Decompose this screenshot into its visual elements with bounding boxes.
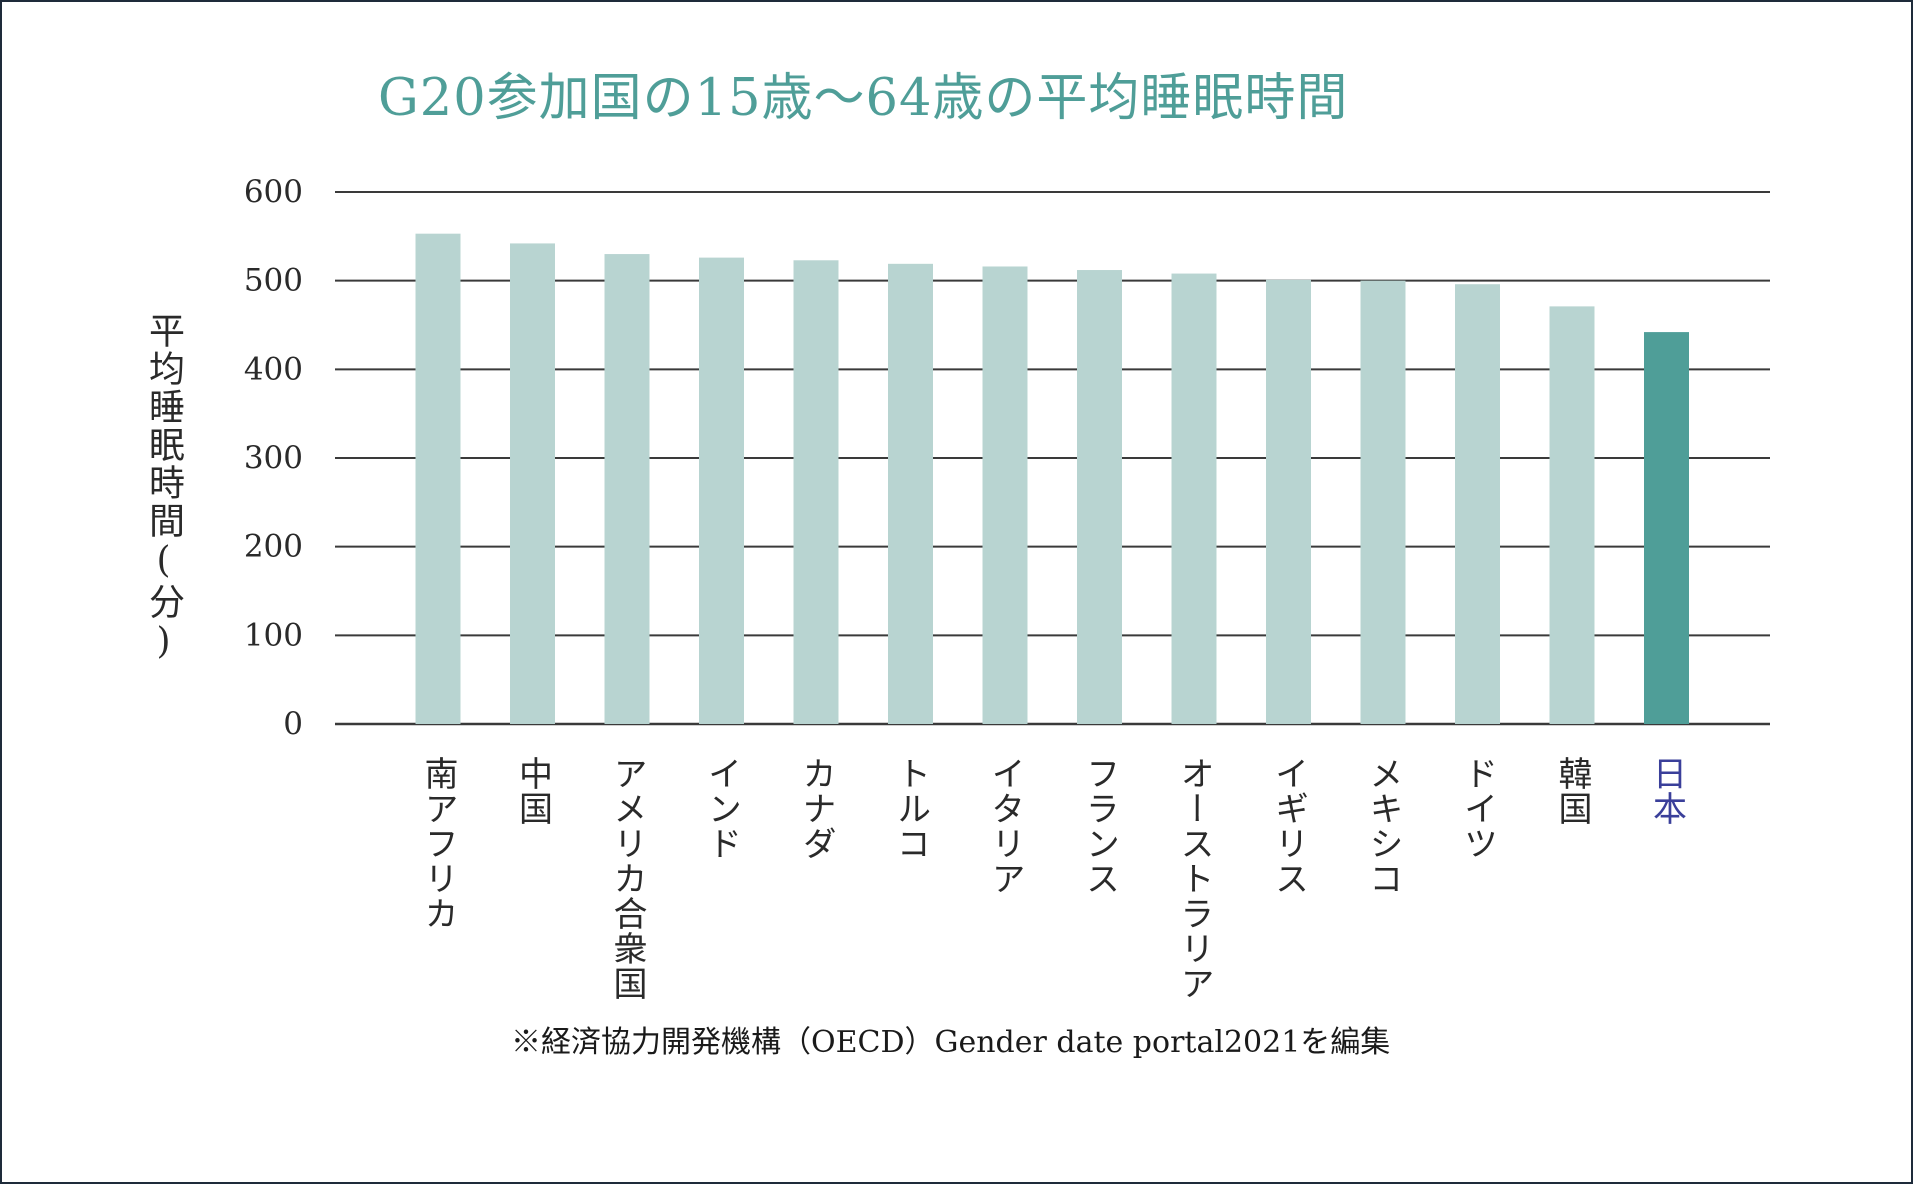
bar-インド xyxy=(699,257,744,724)
source-note: ※経済協力開発機構（OECD）Gender date portal2021を編集 xyxy=(511,1025,1391,1060)
category-label-トルコ: トルコ xyxy=(891,756,931,861)
bar-南アフリカ xyxy=(415,233,461,724)
bar-日本 xyxy=(1644,332,1689,724)
gridlines xyxy=(335,191,1770,726)
chart-title: G20参加国の15歳～64歳の平均睡眠時間 xyxy=(378,69,1349,128)
category-labels: 南アフリカ 中国 アメリカ合衆国 インド カナダ トルコ イタリア フランス オーストラリア イギ… xyxy=(418,756,1687,1001)
category-label-イタリア: イタリア xyxy=(985,756,1025,896)
y-tick-label: 0 xyxy=(283,706,303,742)
y-tick-label: 100 xyxy=(244,617,303,653)
category-label-インド: インド xyxy=(702,756,742,861)
y-axis-label: 平均睡眠時間(分) xyxy=(143,312,184,664)
category-label-メキシコ: メキシコ xyxy=(1363,756,1403,896)
category-label-オーストラリア: オーストラリア xyxy=(1174,756,1214,1001)
bar-中国 xyxy=(510,243,555,724)
category-label-フランス: フランス xyxy=(1080,756,1120,896)
y-tick-label: 200 xyxy=(244,529,303,565)
bar-韓国 xyxy=(1549,306,1595,724)
y-tick-label: 500 xyxy=(244,263,303,299)
bar-フランス xyxy=(1077,270,1122,724)
bar-chart: 0 100 200 300 400 500 600 南アフリカ 中国 アメリカ合衆国 インド カナダ… xyxy=(244,174,1770,1001)
bar-イギリス xyxy=(1266,279,1311,724)
bar-メキシコ xyxy=(1360,280,1406,724)
category-label-イギリス: イギリス xyxy=(1269,756,1309,896)
y-tick-label: 600 xyxy=(244,174,303,210)
bar-カナダ xyxy=(793,260,839,724)
bar-オーストラリア xyxy=(1171,273,1217,724)
y-tick-label: 400 xyxy=(244,351,303,387)
bar-トルコ xyxy=(888,263,933,724)
bars xyxy=(415,233,1689,725)
category-label-韓国: 韓国 xyxy=(1552,756,1592,826)
bar-アメリカ合衆国 xyxy=(604,254,650,725)
category-label-日本: 日本 xyxy=(1647,756,1687,826)
category-label-アメリカ合衆国: アメリカ合衆国 xyxy=(607,756,647,1001)
category-label-ドイツ: ドイツ xyxy=(1458,756,1498,861)
category-label-カナダ: カナダ xyxy=(796,756,836,861)
category-label-中国: 中国 xyxy=(513,756,553,826)
y-tick-labels: 0 100 200 300 400 500 600 xyxy=(244,174,303,742)
y-tick-label: 300 xyxy=(244,440,303,476)
bar-ドイツ xyxy=(1455,284,1500,724)
category-label-南アフリカ: 南アフリカ xyxy=(418,756,458,931)
bar-イタリア xyxy=(982,266,1028,724)
